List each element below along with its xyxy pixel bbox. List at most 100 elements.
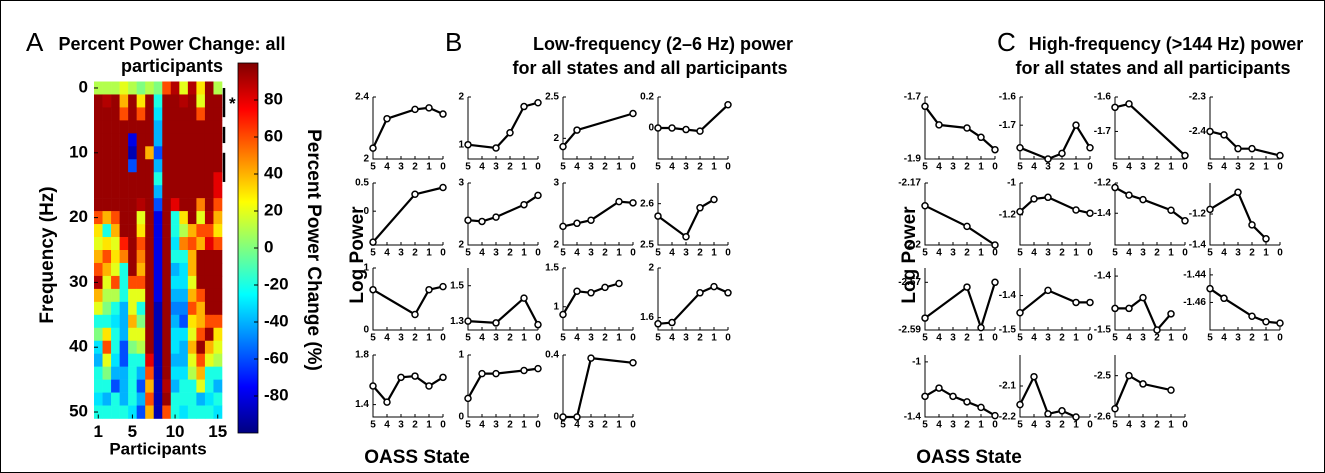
heatmap-cell [153,340,163,354]
heatmap-cell [136,224,146,238]
heatmap-cell [128,262,137,277]
heatmap-cell [204,224,214,238]
x-tick-label: 3 [398,333,404,344]
x-tick-label: 3 [1045,420,1051,431]
point [935,384,943,392]
heatmap-cell [179,379,189,393]
heatmap-cell [128,185,137,199]
point [949,392,957,401]
point [1058,407,1066,415]
x-tick-label: 4 [1031,333,1037,344]
point [1167,386,1175,394]
point [977,133,985,142]
point [991,278,999,287]
heatmap-cell [213,198,223,212]
x-tick-label: 0 [1087,162,1093,173]
heatmap-cell [153,146,163,160]
heatmap-cell [162,107,172,121]
heatmap-cell [179,185,189,199]
point [1167,310,1175,318]
x-tick-label: 5 [922,162,928,173]
x-tick-label: 5 [370,420,376,431]
point [1016,400,1024,409]
heatmap-cell [204,185,214,199]
point [1167,206,1175,214]
heatmap-cell [170,275,180,290]
x-tick-label: 2 [507,333,513,344]
y-tick-label: 30 [69,272,88,291]
x-tick-label: 2 [1059,333,1065,344]
heatmap-cell [136,392,146,406]
heatmap-cell [179,94,189,108]
axes [562,183,633,246]
heatmap-cell [119,107,129,121]
heatmap-cell [162,211,172,225]
point [534,191,542,200]
point [654,124,662,132]
y-tick-label: 1 [458,350,464,361]
x-tick-label: 5 [922,333,928,344]
axes [1209,183,1280,246]
heatmap-cell [102,198,112,212]
colorbar-tick-label: 0 [264,237,273,256]
x-tick-label: 1 [616,333,622,344]
heatmap-cell [196,379,206,393]
heatmap-cell [111,314,120,329]
chart-title: for all states and all participants [512,58,787,78]
x-tick-label: 1 [521,333,527,344]
point [369,144,377,152]
axes [924,268,995,331]
x-tick-label: 4 [384,248,390,259]
heatmap-cell [136,120,146,134]
heatmap-cell [119,94,129,108]
x-tick-label: 3 [950,333,956,344]
y-tick-label: -1 [912,357,921,368]
point [1181,217,1189,225]
heatmap-cell [102,314,112,329]
point [629,359,637,367]
y-tick-label: -2.1 [999,381,1017,392]
point [1234,188,1242,197]
x-tick-label: 2 [964,162,970,173]
x-tick-label: 3 [683,162,689,173]
y-tick-label: -1.9 [904,154,922,165]
x-tick-label: 0 [1182,162,1188,173]
heatmap-cell [136,237,146,251]
heatmap-cell [162,94,172,108]
point [1058,149,1066,158]
line [924,105,996,151]
point [1276,319,1284,327]
line [1019,289,1090,314]
heatmap-cell [204,81,214,95]
heatmap-cell [162,224,172,238]
heatmap-cell [145,353,155,367]
x-tick-label: 0 [1182,333,1188,344]
x-tick-label: 0 [535,420,541,431]
y-tick-label: -2.4 [1189,126,1207,137]
heatmap-cell [187,185,197,199]
heatmap-cell [145,146,155,160]
x-tick-label: 1 [616,162,622,173]
heatmap-cell [162,392,172,406]
x-tick-label: 0 [630,420,636,431]
y-tick-label: 2.5 [545,92,559,103]
heatmap-cell [111,250,120,264]
point [1262,317,1270,326]
heatmap-cell [187,172,197,186]
x-tick-label: 0 [725,333,731,344]
line [562,282,620,316]
x-tick-label: 1 [1073,420,1079,431]
y-tick-label: -1.2 [1189,209,1207,220]
heatmap-cell [204,198,214,212]
x-tick-label: 1 [978,248,984,259]
y-tick-label: -1.2 [999,209,1017,220]
heatmap-cell [119,340,129,354]
heatmap-cell [213,224,223,238]
line [1114,186,1186,222]
y-tick-label: 50 [69,402,88,421]
point [1125,191,1133,199]
heatmap-cell [128,250,137,264]
heatmap-cell [119,301,129,316]
heatmap-cell [128,159,137,173]
heatmap-cell [170,327,180,342]
